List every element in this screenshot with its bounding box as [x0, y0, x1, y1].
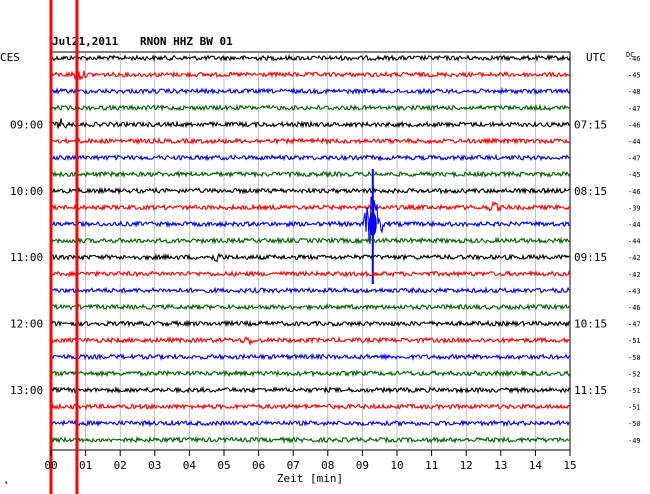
- left-time-label: 12:00: [10, 318, 43, 331]
- grid: [85, 52, 536, 450]
- trace-row-4: [50, 118, 570, 129]
- dc-offset-label: -50: [628, 354, 641, 362]
- dc-offset-label: -48: [628, 88, 641, 96]
- trace-row-8: [50, 186, 571, 196]
- dc-header: DC: [626, 51, 634, 59]
- left-time-label: 11:00: [10, 251, 43, 264]
- dc-offset-label: -47: [628, 155, 641, 163]
- x-tick-label: 08: [321, 459, 334, 472]
- trace-row-12: [50, 252, 571, 263]
- trace-row-19: [50, 369, 571, 378]
- trace-row-17: [50, 336, 571, 347]
- dc-offset-label: -46: [628, 304, 641, 312]
- x-tick-label: 05: [217, 459, 230, 472]
- x-tick-label: 11: [425, 459, 438, 472]
- x-tick-label: 10: [390, 459, 403, 472]
- left-time-label: 09:00: [10, 118, 43, 131]
- trace-row-21: [50, 402, 571, 411]
- trace-row-23: [50, 435, 571, 445]
- timezone-left: CES: [0, 51, 20, 64]
- dc-offset-label: -49: [628, 437, 641, 445]
- dc-offset-label: -50: [628, 420, 641, 428]
- x-tick-label: 15: [563, 459, 576, 472]
- dc-offset-label: -39: [628, 204, 641, 212]
- x-tick-label: 14: [529, 459, 543, 472]
- x-tick-label: 02: [114, 459, 127, 472]
- dc-offset-label: -51: [628, 337, 641, 345]
- dc-offset-label: -45: [628, 171, 641, 179]
- right-time-label: 08:15: [574, 185, 607, 198]
- right-time-label: 07:15: [574, 118, 607, 131]
- dc-offset-label: -47: [628, 105, 641, 113]
- x-tick-label: 09: [356, 459, 369, 472]
- trace-row-6: [50, 153, 571, 162]
- dc-offset-label: -42: [628, 271, 641, 279]
- dc-offset-label: -46: [628, 55, 641, 63]
- dc-offset-label: -45: [628, 72, 641, 80]
- right-time-labels: 07:15 08:15 09:15 10:15 11:15: [574, 118, 607, 397]
- x-axis-label: Zeit [min]: [277, 472, 343, 485]
- x-tick-label: 07: [287, 459, 300, 472]
- trace-row-13: [50, 269, 571, 278]
- header-station: RNON HHZ BW 01: [140, 35, 233, 48]
- trace-row-7: [50, 170, 571, 179]
- x-tick-label: 06: [252, 459, 265, 472]
- dc-offset-label: -51: [628, 404, 641, 412]
- dc-offset-label: -44: [628, 138, 641, 146]
- dc-offset-label: -44: [628, 221, 641, 229]
- dc-offset-label: -52: [628, 370, 641, 378]
- event-burst: [368, 212, 377, 236]
- trace-row-1: [50, 70, 571, 81]
- trace-row-22: [50, 419, 571, 428]
- trace-row-3: [50, 103, 571, 112]
- dc-offset-label: -46: [628, 188, 641, 196]
- x-tick-label: 12: [460, 459, 473, 472]
- trace-row-10: [50, 196, 571, 245]
- dc-offset-label: -51: [628, 387, 641, 395]
- dc-offset-label: -44: [628, 238, 641, 246]
- timezone-right: UTC: [586, 51, 606, 64]
- trace-row-11: [50, 236, 571, 245]
- left-time-labels: 09:00 10:00 11:00 12:00 13:00: [10, 118, 43, 397]
- trace-row-9: [50, 200, 571, 213]
- x-tick-label: 01: [79, 459, 92, 472]
- traces: [50, 54, 571, 445]
- right-time-label: 09:15: [574, 251, 607, 264]
- dc-offset-label: -46: [628, 121, 641, 129]
- right-time-label: 10:15: [574, 318, 607, 331]
- spikes: [49, 0, 79, 494]
- x-tick-label: 04: [183, 459, 197, 472]
- trace-row-18: [50, 352, 571, 362]
- trace-row-15: [50, 302, 571, 312]
- left-time-label: 10:00: [10, 185, 43, 198]
- trace-row-0: [50, 54, 571, 63]
- x-tick-label: 13: [494, 459, 507, 472]
- trace-row-5: [50, 136, 571, 146]
- dc-offset-label: -43: [628, 287, 641, 295]
- trace-row-2: [50, 86, 571, 96]
- trace-row-20: [50, 385, 571, 395]
- footer-mark: *: [4, 480, 8, 488]
- left-time-label: 13:00: [10, 384, 43, 397]
- trace-row-14: [50, 286, 571, 295]
- dc-offset-label: -42: [628, 254, 641, 262]
- x-tick-labels: 00 01 02 03 04 05 06 07 08 09 10 11 12 13 14 15: [44, 450, 577, 472]
- dc-offset-labels: -46 -45 -48 -47 -46 -44 -47 -45 -46 -39 -44 -44 -42 -…: [628, 55, 641, 445]
- trace-row-16: [50, 319, 571, 328]
- right-time-label: 11:15: [574, 384, 607, 397]
- header-date: Jul21,2011: [52, 35, 119, 48]
- dc-offset-label: -47: [628, 321, 641, 329]
- x-tick-label: 03: [148, 459, 161, 472]
- x-tick-label: 00: [44, 459, 57, 472]
